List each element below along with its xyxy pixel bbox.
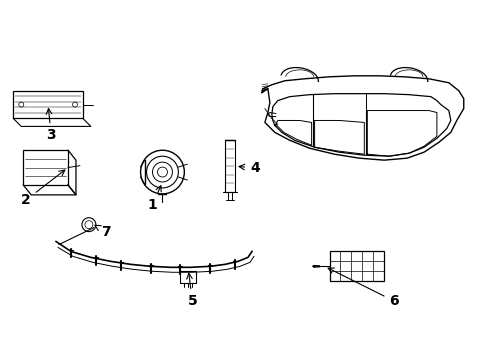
Text: 6: 6 bbox=[327, 268, 398, 308]
Bar bbox=[180, 271, 196, 283]
Text: 5: 5 bbox=[186, 273, 197, 308]
Text: 4: 4 bbox=[239, 161, 259, 175]
Text: 1: 1 bbox=[147, 186, 161, 212]
FancyArrow shape bbox=[312, 265, 319, 267]
Bar bbox=[224, 140, 235, 192]
Bar bbox=[13, 91, 83, 118]
Bar bbox=[329, 251, 384, 281]
Text: 3: 3 bbox=[46, 109, 56, 142]
Text: 2: 2 bbox=[21, 170, 65, 207]
Text: 7: 7 bbox=[95, 225, 110, 239]
Bar bbox=[23, 150, 68, 185]
